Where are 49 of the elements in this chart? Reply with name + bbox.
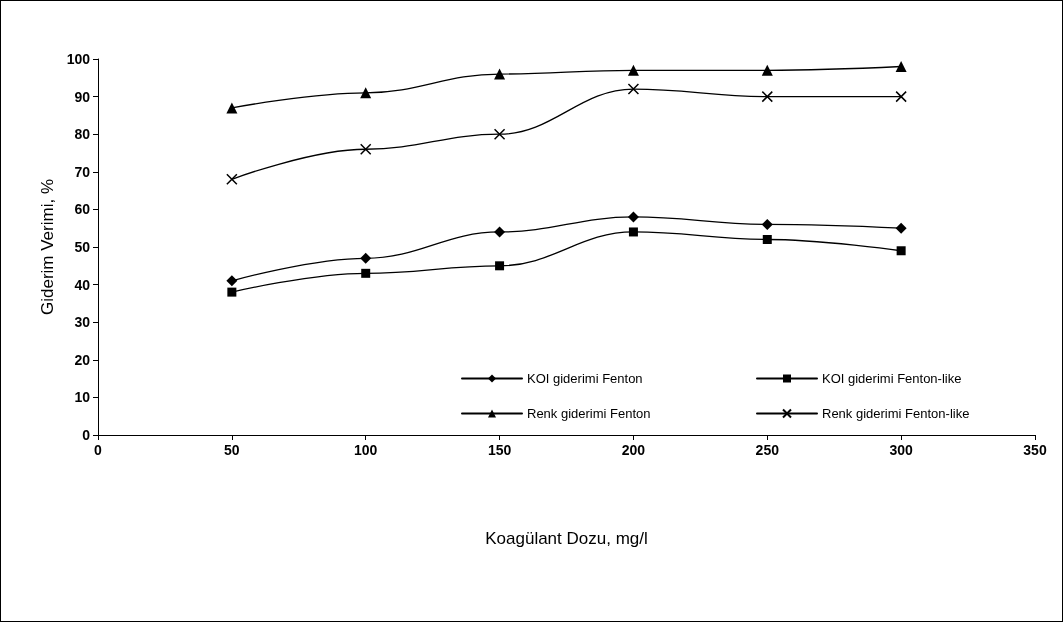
point <box>627 211 639 223</box>
point <box>895 222 907 234</box>
x-tick-label: 200 <box>621 442 646 458</box>
point <box>360 252 372 264</box>
point <box>761 218 773 230</box>
point <box>226 102 238 114</box>
y-tick-label: 20 <box>74 351 91 368</box>
x-tick-label: 0 <box>94 442 103 458</box>
point <box>761 90 774 103</box>
y-tick-label: 40 <box>74 276 91 293</box>
point <box>227 287 237 297</box>
x-tick-label: 150 <box>487 442 512 458</box>
point <box>762 234 772 244</box>
y-tick-label: 10 <box>74 389 91 406</box>
point <box>359 143 372 155</box>
y-tick-label: 90 <box>74 88 91 105</box>
x-tick-label: 100 <box>354 442 378 458</box>
y-axis-title: Giderim Verimi, % <box>37 178 57 316</box>
x-axis-title: Koagülant Dozu, mg/l <box>485 529 648 548</box>
legend-label: KOI giderimi Fenton <box>527 371 643 386</box>
point <box>895 90 907 103</box>
point <box>361 268 371 278</box>
x-tick-label: 350 <box>1023 442 1047 458</box>
x-tick-label: 50 <box>224 442 240 458</box>
point <box>628 227 638 237</box>
y-tick-label: 50 <box>74 239 91 255</box>
x-tick-label: 300 <box>889 442 914 458</box>
x-tick-label: 250 <box>755 442 780 458</box>
point <box>761 64 773 76</box>
point <box>493 128 506 140</box>
point <box>896 246 906 256</box>
point <box>226 275 238 287</box>
legend-label: KOI giderimi Fenton-like <box>822 371 962 386</box>
point <box>226 173 238 186</box>
point <box>494 68 506 80</box>
y-tick-label: 0 <box>82 427 91 443</box>
point <box>627 64 639 76</box>
point <box>627 83 640 95</box>
y-tick-label: 70 <box>74 163 91 180</box>
y-tick-label: 80 <box>74 126 91 143</box>
point <box>495 261 505 271</box>
legend-label: Renk giderimi Fenton <box>527 406 651 421</box>
legend-label: Renk giderimi Fenton-like <box>822 406 970 421</box>
point <box>895 61 907 73</box>
y-tick-label: 30 <box>74 314 91 331</box>
y-tick-label: 100 <box>66 51 91 67</box>
point <box>360 87 372 99</box>
y-tick-label: 60 <box>74 201 91 218</box>
point <box>494 226 506 238</box>
